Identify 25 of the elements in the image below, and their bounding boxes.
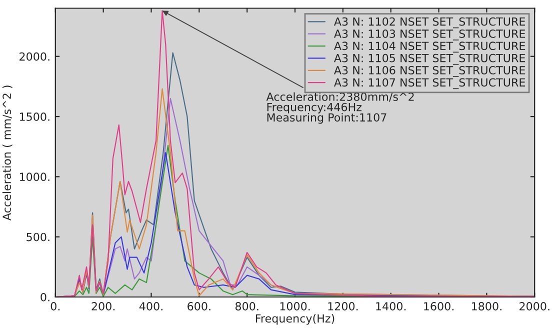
legend-label: A3 N: 1104 NSET SET_STRUCTURE <box>334 42 526 53</box>
y-tick-label: 0. <box>40 292 50 302</box>
x-tick-label: 1800. <box>472 302 502 310</box>
y-axis-title: Acceleration ( mm/s^2 ) <box>2 86 12 220</box>
legend-label: A3 N: 1102 NSET SET_STRUCTURE <box>334 17 526 28</box>
legend-label: A3 N: 1106 NSET SET_STRUCTURE <box>334 66 526 77</box>
x-tick-label: 1200. <box>328 302 358 310</box>
x-tick-label: 1600. <box>424 302 454 310</box>
x-axis-title: Frequency(Hz) <box>256 314 334 325</box>
x-tick-label: 1400. <box>376 302 406 310</box>
y-tick-label: 1000. <box>20 172 50 182</box>
x-tick-label: 2000. <box>520 302 550 310</box>
annotation: Acceleration:2380mm/s^2 Frequency:446Hz Measuring Point:1107 <box>266 92 414 124</box>
x-tick-label: 800. <box>235 302 258 310</box>
x-tick-label: 1000. <box>280 302 310 310</box>
legend-label: A3 N: 1107 NSET SET_STRUCTURE <box>334 78 526 90</box>
y-tick-label: 1500. <box>20 112 50 121</box>
x-tick-label: 600. <box>188 302 210 310</box>
y-tick-label: 500. <box>26 232 50 242</box>
legend-label: A3 N: 1103 NSET SET_STRUCTURE <box>334 30 526 40</box>
y-tick-label: 2000. <box>20 52 50 61</box>
x-tick-label: 0. <box>50 302 60 310</box>
x-tick-label: 400. <box>139 302 162 310</box>
legend-label: A3 N: 1105 NSET SET_STRUCTURE <box>334 54 526 65</box>
x-tick-label: 200. <box>92 302 114 310</box>
